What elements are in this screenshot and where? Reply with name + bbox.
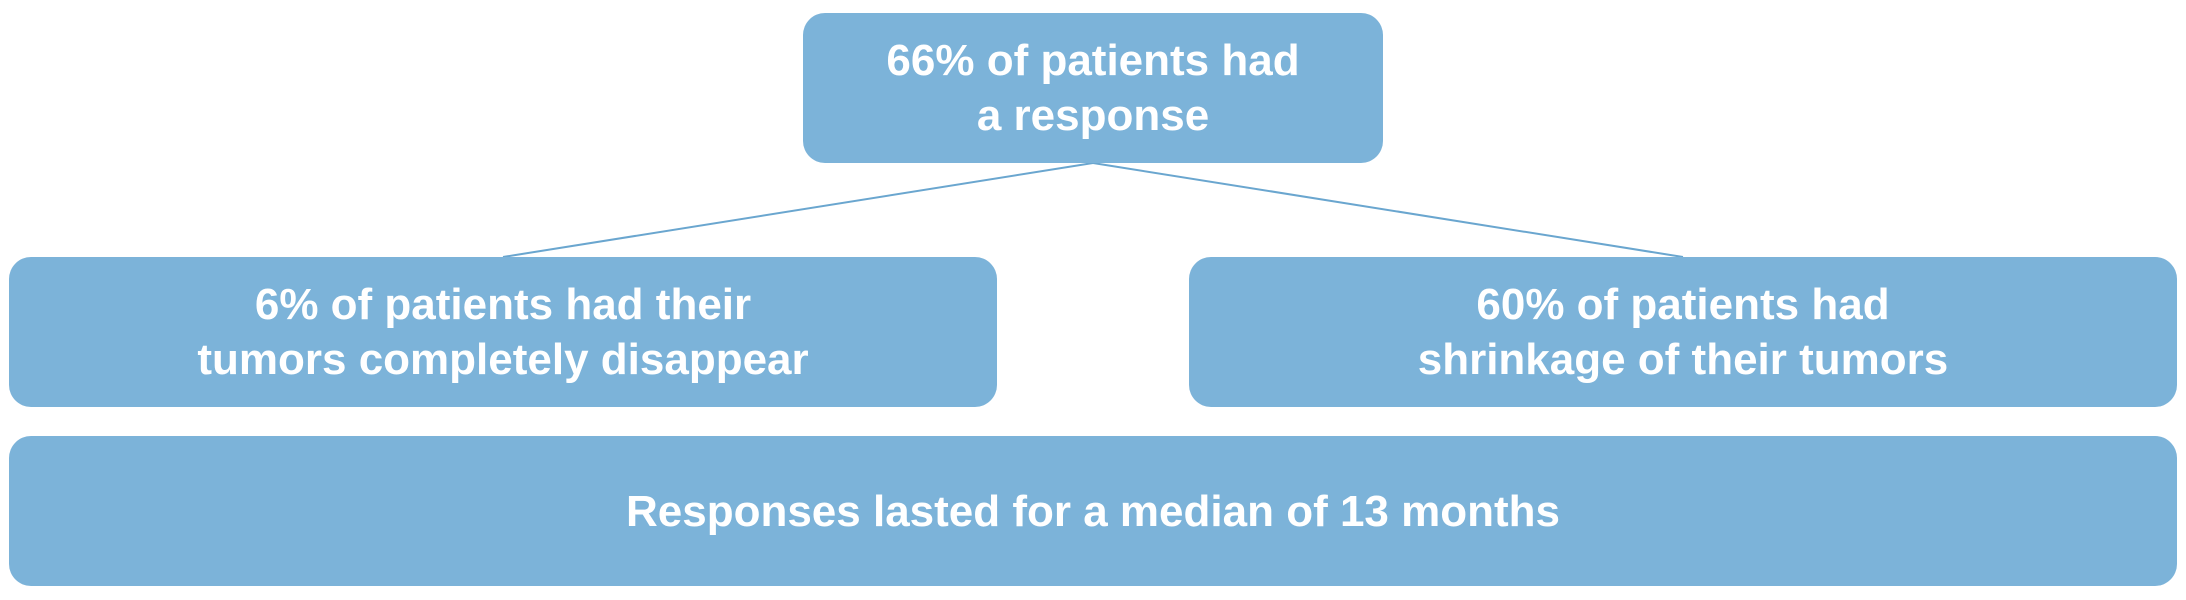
node-right: 60% of patients had shrinkage of their t…	[1189, 257, 2177, 407]
node-bottom-label: Responses lasted for a median of 13 mont…	[626, 484, 1560, 539]
edge-root-left	[503, 163, 1093, 257]
node-root-label: 66% of patients had a response	[886, 33, 1299, 143]
node-root: 66% of patients had a response	[803, 13, 1383, 163]
node-right-label: 60% of patients had shrinkage of their t…	[1418, 277, 1949, 387]
node-left-label: 6% of patients had their tumors complete…	[197, 277, 808, 387]
edge-root-right	[1093, 163, 1683, 257]
node-bottom: Responses lasted for a median of 13 mont…	[9, 436, 2177, 586]
node-left: 6% of patients had their tumors complete…	[9, 257, 997, 407]
